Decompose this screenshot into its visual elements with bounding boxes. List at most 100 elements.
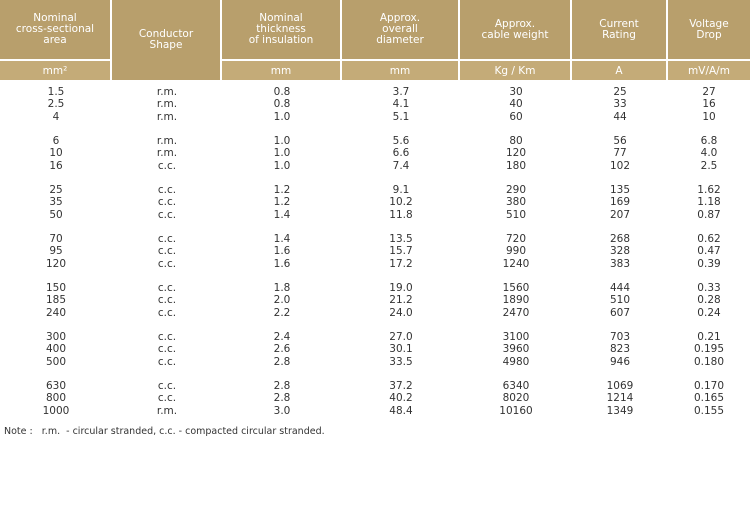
table-cell: c.c. [157, 282, 177, 294]
table-cell: 19.0 [389, 282, 413, 294]
table-cell: 0.195 [693, 343, 725, 356]
table-cell: 0.62 [697, 233, 721, 245]
table-cell: 290 [505, 184, 527, 196]
table-cell: 50 [49, 208, 63, 221]
table-cell: 5.6 [392, 135, 410, 147]
table-cell: 383 [609, 257, 631, 270]
table-cell: 1.0 [273, 147, 291, 160]
table-cell: 1.8 [273, 282, 291, 294]
table-cell: 2.0 [273, 294, 291, 307]
table-cell: 1890 [502, 294, 530, 307]
table-cell: 27.0 [389, 331, 413, 343]
table-cell: 1.2 [273, 184, 291, 196]
header-line: Voltage [689, 17, 729, 30]
table-cell: 0.47 [697, 245, 721, 258]
table-cell: c.c. [157, 380, 177, 392]
table-cell: 6.8 [700, 135, 718, 147]
table-cell: 48.4 [389, 404, 413, 417]
table-cell: 1.62 [697, 184, 721, 196]
table-cell: 25 [49, 184, 63, 196]
table-cell: 6.6 [392, 147, 410, 160]
table-cell: 800 [45, 392, 67, 405]
table-cell: r.m. [156, 98, 178, 111]
table-cell: 7.4 [392, 159, 410, 172]
table-cell: 8020 [502, 392, 530, 405]
header-line: diameter [376, 34, 424, 46]
table-cell: 1349 [606, 404, 634, 417]
table-cell: c.c. [157, 233, 177, 245]
table-cell: 0.180 [693, 355, 725, 368]
table-cell: 0.155 [693, 404, 725, 417]
table-cell: 102 [609, 159, 631, 172]
unit-cell: mm² [0, 61, 110, 80]
table-cell: 25 [613, 86, 627, 98]
table-cell: 95 [49, 245, 63, 258]
table-cell: 0.8 [273, 98, 291, 111]
header-line: area [43, 34, 67, 46]
table-cell: 946 [609, 355, 631, 368]
table-cell: 1.0 [273, 110, 291, 123]
table-cell: 1240 [502, 257, 530, 270]
table-cell: 120 [45, 257, 67, 270]
header-line: Current [599, 17, 639, 30]
table-cell: 0.21 [697, 331, 721, 343]
table-cell: 30 [509, 86, 523, 98]
table-cell: 150 [45, 282, 67, 294]
table-cell: 16 [49, 159, 63, 172]
unit-cell: A [572, 61, 666, 80]
table-cell: 0.39 [697, 257, 721, 270]
table-cell: 2.8 [273, 392, 291, 405]
table-cell: 37.2 [389, 380, 413, 392]
table-cell: 17.2 [389, 257, 413, 270]
table-cell: c.c. [157, 392, 177, 405]
table-cell: 1.6 [273, 245, 291, 258]
table-cell: 0.87 [697, 208, 721, 221]
column-header: Nominal cross-sectional area [0, 0, 110, 59]
table-cell: 3100 [502, 331, 530, 343]
table-cell: c.c. [157, 257, 177, 270]
table-cell: 11.8 [389, 208, 413, 221]
table-cell: 2.8 [273, 380, 291, 392]
table-cell: 4.1 [392, 98, 410, 111]
table-cell: 10 [49, 147, 63, 160]
header-line: Nominal [259, 12, 303, 24]
table-cell: 607 [609, 306, 631, 319]
table-cell: 1.4 [273, 233, 291, 245]
table-cell: 510 [609, 294, 631, 307]
table-cell: 2.8 [273, 355, 291, 368]
table-cell: 0.24 [697, 306, 721, 319]
table-cell: 5.1 [392, 110, 410, 123]
table-cell: c.c. [157, 306, 177, 319]
header-line: of insulation [248, 34, 314, 46]
table-cell: 0.28 [697, 294, 721, 307]
unit-cell: Kg / Km [460, 61, 570, 80]
table-cell: 4.0 [700, 147, 718, 160]
table-cell: 10.2 [389, 196, 413, 209]
column-header: Voltage Drop [668, 0, 750, 59]
table-cell: c.c. [157, 355, 177, 368]
table-cell: 207 [609, 208, 631, 221]
table-cell: 2470 [502, 306, 530, 319]
table-cell: 1.2 [273, 196, 291, 209]
table-cell: 44 [613, 110, 627, 123]
unit-cell: mm [222, 61, 340, 80]
table-cell: 80 [509, 135, 523, 147]
table-cell: 400 [45, 343, 67, 356]
table-cell: 328 [609, 245, 631, 258]
header-line: thickness [256, 23, 306, 35]
header-line: cable weight [481, 28, 549, 41]
table-cell: 300 [45, 331, 67, 343]
table-cell: 3.7 [392, 86, 410, 98]
table-cell: 990 [505, 245, 527, 258]
table-cell: 185 [45, 294, 67, 307]
table-cell: 77 [613, 147, 627, 160]
table-cell: 40 [509, 98, 523, 111]
table-cell: 33.5 [389, 355, 413, 368]
header-line: Shape [149, 39, 183, 51]
table-cell: 180 [505, 159, 527, 172]
table-cell: 3.0 [273, 404, 291, 417]
table-cell: r.m. [156, 86, 178, 98]
header-line: Approx. [379, 12, 421, 24]
column-header: Approx. overall diameter [342, 0, 458, 59]
